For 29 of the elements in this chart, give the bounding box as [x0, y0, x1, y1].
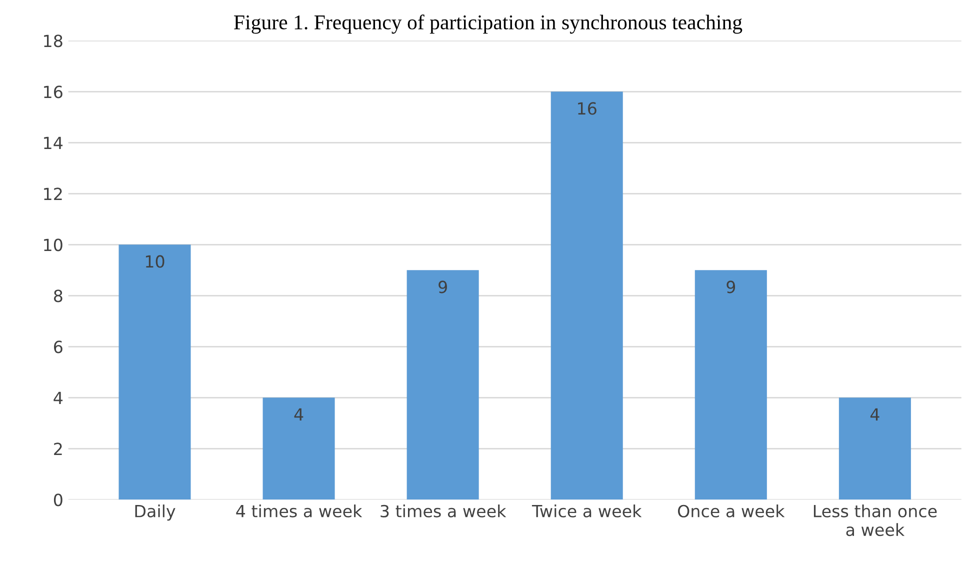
data-label: 9: [726, 280, 736, 294]
data-label: 10: [146, 255, 164, 268]
bar: [550, 92, 623, 500]
data-label: 4: [870, 408, 880, 421]
y-tick-label: 6: [54, 340, 62, 354]
x-tick-label: 3 times a week: [380, 504, 506, 518]
bar: [118, 244, 191, 500]
bar: [406, 270, 479, 500]
bar: [694, 270, 767, 500]
data-label: 4: [294, 408, 304, 421]
x-tick-label: Daily: [135, 504, 176, 521]
data-label: 9: [438, 280, 447, 294]
bar: [838, 398, 911, 500]
x-tick-label: Once a week: [678, 504, 785, 518]
y-tick-label: 2: [54, 442, 62, 455]
bar: [262, 398, 335, 500]
x-tick-label: Twice a week: [532, 504, 642, 518]
x-tick-label: 4 times a week: [236, 504, 362, 518]
y-tick-label: 18: [44, 34, 62, 48]
y-tick-label: 16: [44, 86, 62, 98]
x-tick-label: Less than once a week: [814, 504, 937, 536]
data-label: 16: [578, 102, 596, 115]
y-tick-label: 10: [44, 238, 62, 252]
y-tick-label: 0: [54, 494, 62, 506]
y-tick-label: 8: [54, 290, 62, 302]
y-tick-label: 12: [44, 188, 62, 200]
chart-title: Figure 1. Frequency of participation in synchronous teaching: [234, 14, 742, 34]
y-tick-label: 14: [44, 136, 63, 149]
y-tick-label: 4: [54, 392, 63, 404]
